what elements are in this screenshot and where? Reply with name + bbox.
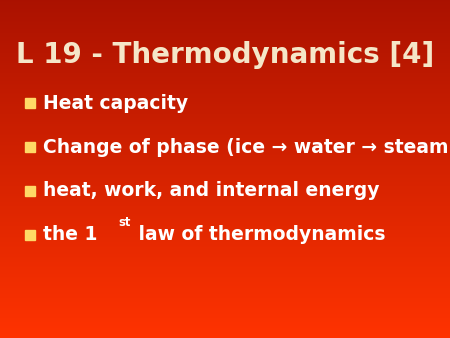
Bar <box>25 230 35 240</box>
Text: the 1: the 1 <box>43 225 97 244</box>
Text: Change of phase (ice → water → steam): Change of phase (ice → water → steam) <box>43 138 450 156</box>
Text: L 19 - Thermodynamics [4]: L 19 - Thermodynamics [4] <box>16 41 434 69</box>
Bar <box>25 186 35 196</box>
Text: heat, work, and internal energy: heat, work, and internal energy <box>43 182 379 200</box>
Text: Heat capacity: Heat capacity <box>43 94 188 113</box>
Bar <box>25 98 35 108</box>
Bar <box>25 142 35 152</box>
Text: law of thermodynamics: law of thermodynamics <box>132 225 385 244</box>
Text: st: st <box>118 216 131 228</box>
